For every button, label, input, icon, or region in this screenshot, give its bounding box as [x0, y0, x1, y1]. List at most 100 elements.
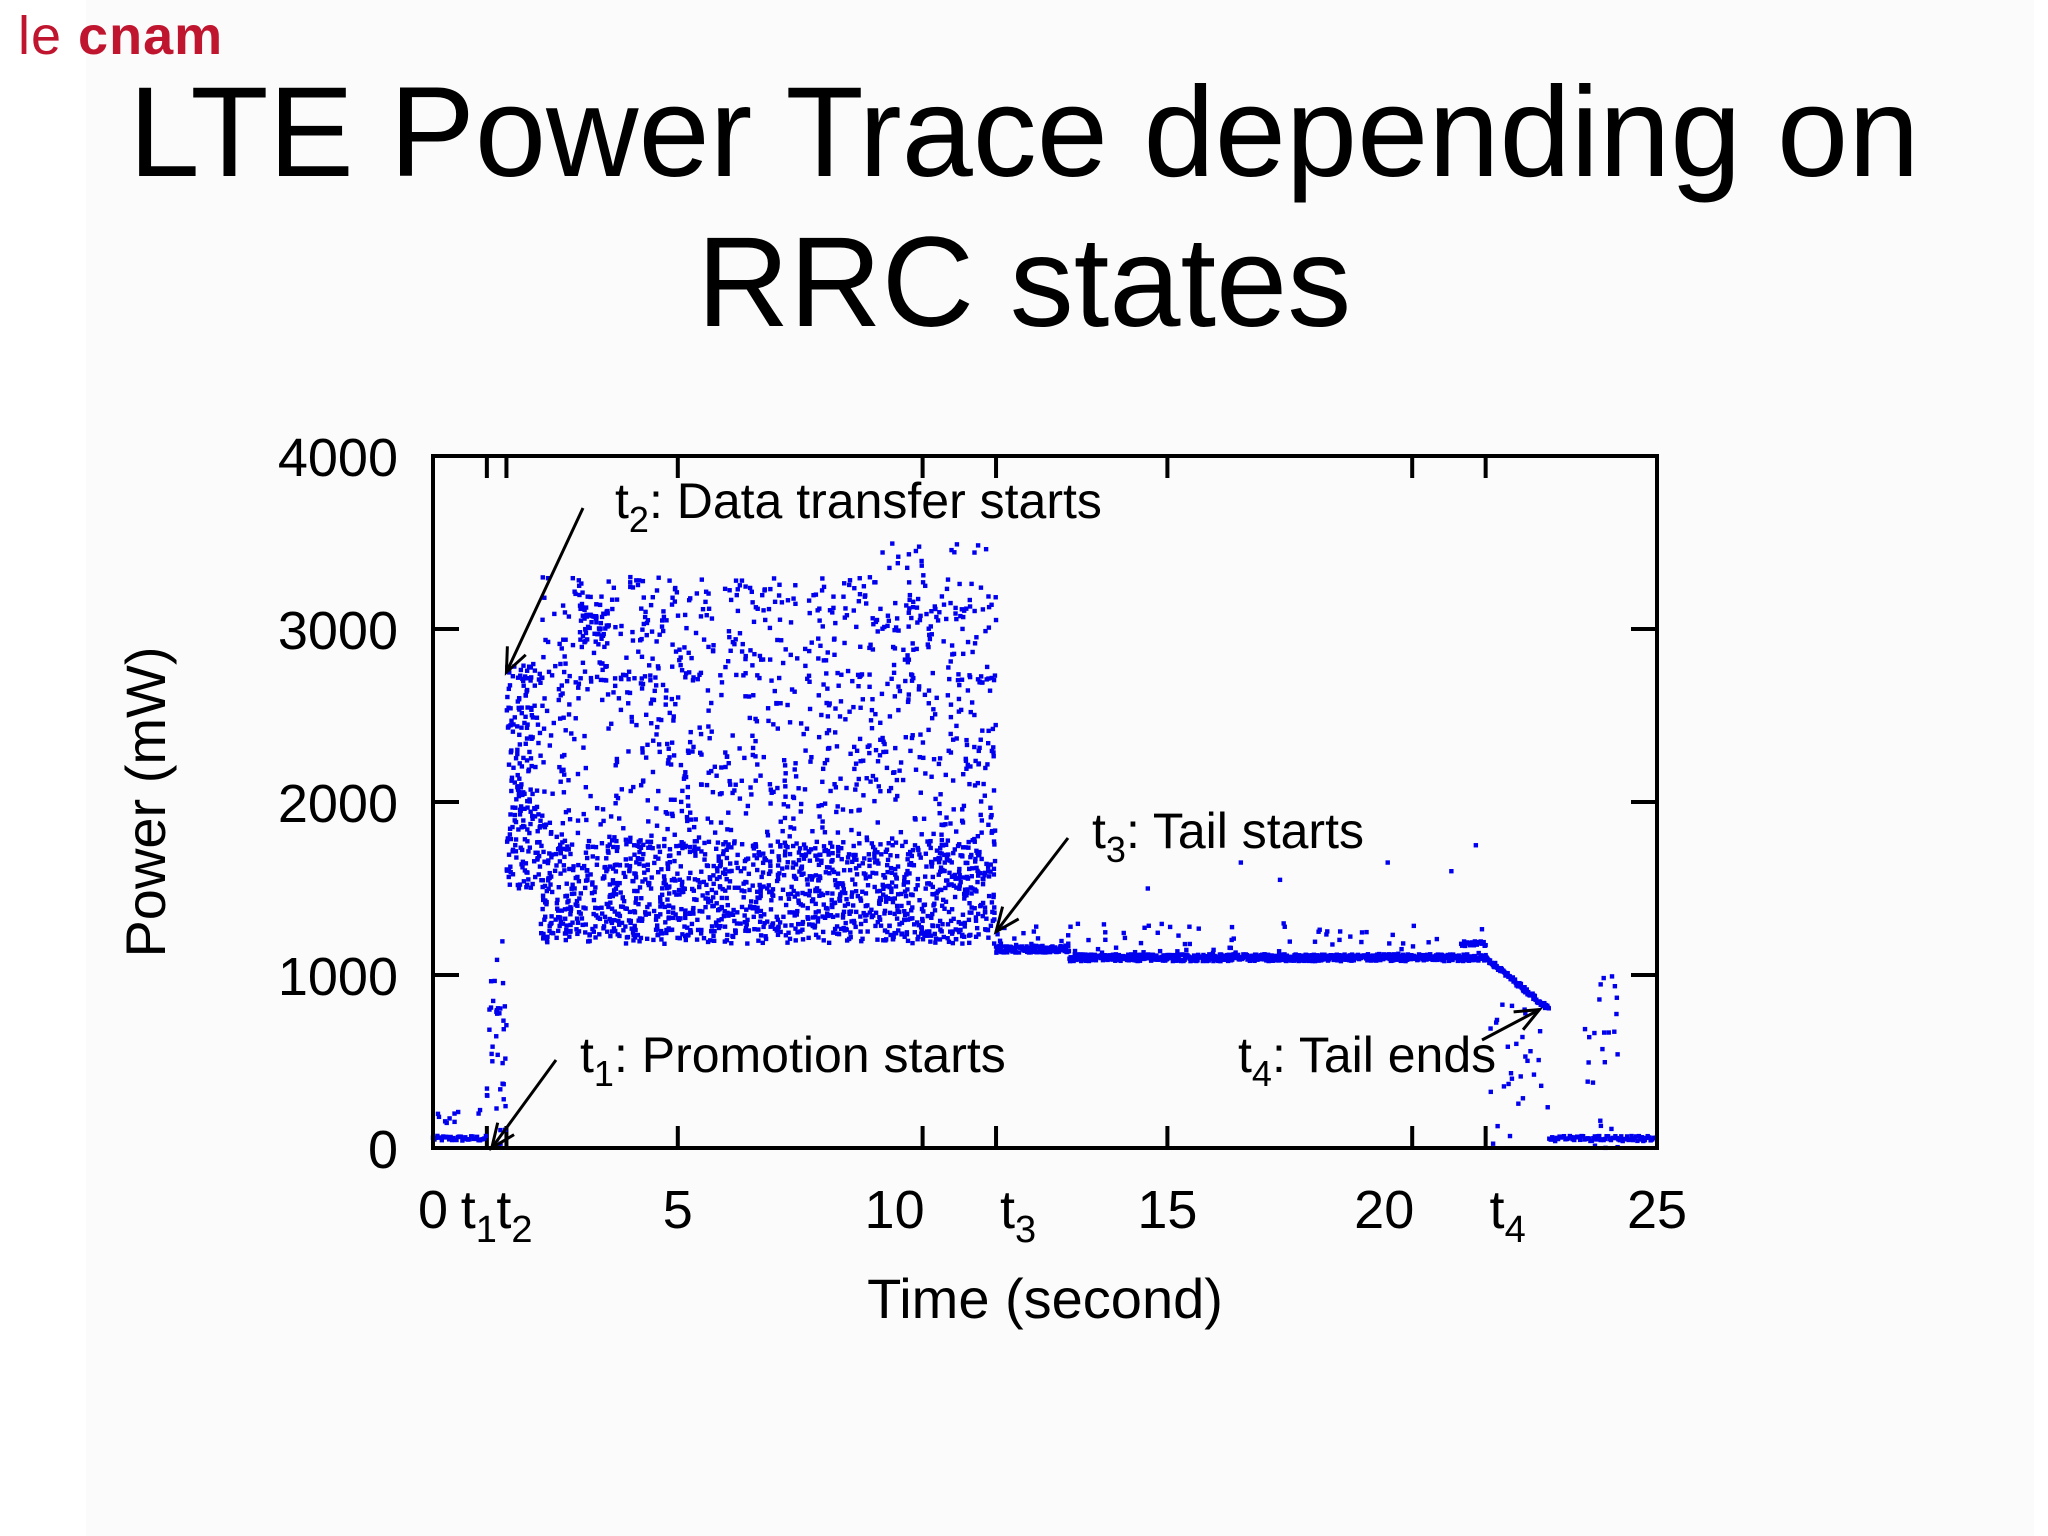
data-point	[1364, 929, 1369, 935]
data-point	[787, 851, 793, 857]
data-point	[895, 892, 901, 897]
data-point	[1071, 958, 1076, 964]
data-point	[819, 802, 824, 808]
data-point	[975, 543, 981, 548]
data-point	[783, 794, 788, 799]
data-point	[815, 916, 821, 921]
data-point	[597, 932, 602, 937]
data-point	[521, 818, 526, 823]
data-point	[666, 909, 671, 915]
data-point	[970, 649, 975, 655]
data-point	[826, 913, 831, 919]
data-point	[813, 873, 819, 878]
data-point	[748, 785, 753, 790]
data-point	[759, 657, 764, 662]
data-point	[705, 688, 711, 693]
data-point	[1277, 877, 1283, 883]
data-point	[1434, 936, 1440, 942]
data-point	[569, 891, 575, 897]
data-point	[678, 799, 684, 805]
data-point	[559, 683, 564, 688]
data-point	[522, 837, 528, 842]
data-point	[570, 575, 576, 581]
data-point	[992, 673, 998, 678]
data-point	[940, 843, 946, 848]
data-point	[683, 915, 688, 921]
data-point	[863, 593, 868, 598]
data-point	[753, 738, 758, 744]
data-point	[814, 886, 820, 891]
data-point	[452, 1119, 457, 1125]
data-point	[821, 584, 827, 590]
data-point	[813, 932, 819, 938]
data-point	[1605, 1134, 1611, 1139]
data-point	[787, 834, 792, 839]
data-point	[945, 838, 951, 843]
data-point	[896, 684, 901, 689]
data-point	[892, 911, 897, 917]
data-point	[932, 712, 938, 717]
data-point	[671, 876, 677, 882]
data-point	[632, 923, 637, 929]
data-point	[1520, 1034, 1525, 1040]
data-point	[867, 910, 873, 915]
data-point	[689, 921, 695, 927]
data-point	[616, 918, 621, 924]
data-point	[522, 824, 527, 829]
data-point	[945, 936, 950, 941]
data-point	[535, 856, 540, 861]
data-point	[718, 923, 723, 929]
data-point	[585, 594, 590, 599]
data-point	[664, 885, 670, 891]
data-point	[966, 845, 971, 850]
data-point	[646, 663, 652, 668]
data-point	[642, 614, 648, 620]
data-point	[661, 614, 667, 620]
data-point	[690, 908, 696, 913]
data-point	[855, 893, 861, 899]
data-point	[438, 1135, 443, 1140]
data-point	[628, 835, 633, 841]
data-point	[679, 840, 684, 845]
data-point	[628, 580, 633, 585]
data-point	[789, 884, 794, 890]
data-point	[553, 851, 559, 857]
data-point	[582, 885, 588, 891]
data-point	[788, 825, 793, 830]
data-point	[658, 904, 663, 909]
data-point	[888, 896, 893, 902]
data-point	[567, 934, 572, 939]
data-point	[724, 855, 730, 861]
data-point	[845, 860, 850, 865]
data-point	[515, 699, 521, 704]
data-point	[629, 719, 635, 724]
data-point	[927, 929, 932, 934]
data-point	[919, 906, 925, 912]
data-point	[556, 885, 561, 890]
data-point	[688, 817, 694, 822]
data-point	[734, 672, 739, 678]
data-point	[1187, 924, 1192, 929]
data-point	[780, 866, 785, 871]
data-point	[579, 916, 585, 921]
data-point	[919, 832, 924, 837]
data-point	[1493, 1020, 1499, 1025]
data-point	[576, 681, 582, 686]
data-point	[844, 613, 850, 618]
data-point	[858, 896, 863, 901]
data-point	[677, 936, 682, 941]
data-point	[679, 883, 685, 888]
data-point	[827, 745, 832, 751]
data-point	[882, 928, 888, 933]
data-point	[976, 748, 981, 754]
data-point	[921, 755, 926, 761]
data-point	[1086, 937, 1091, 943]
annotation-label: t3: Tail starts	[1092, 803, 1364, 870]
data-point	[1221, 953, 1227, 959]
data-point	[861, 910, 866, 916]
data-point	[913, 767, 919, 772]
data-point	[874, 617, 880, 623]
data-point	[1483, 952, 1488, 958]
data-point	[960, 626, 965, 632]
data-point	[1449, 869, 1454, 874]
